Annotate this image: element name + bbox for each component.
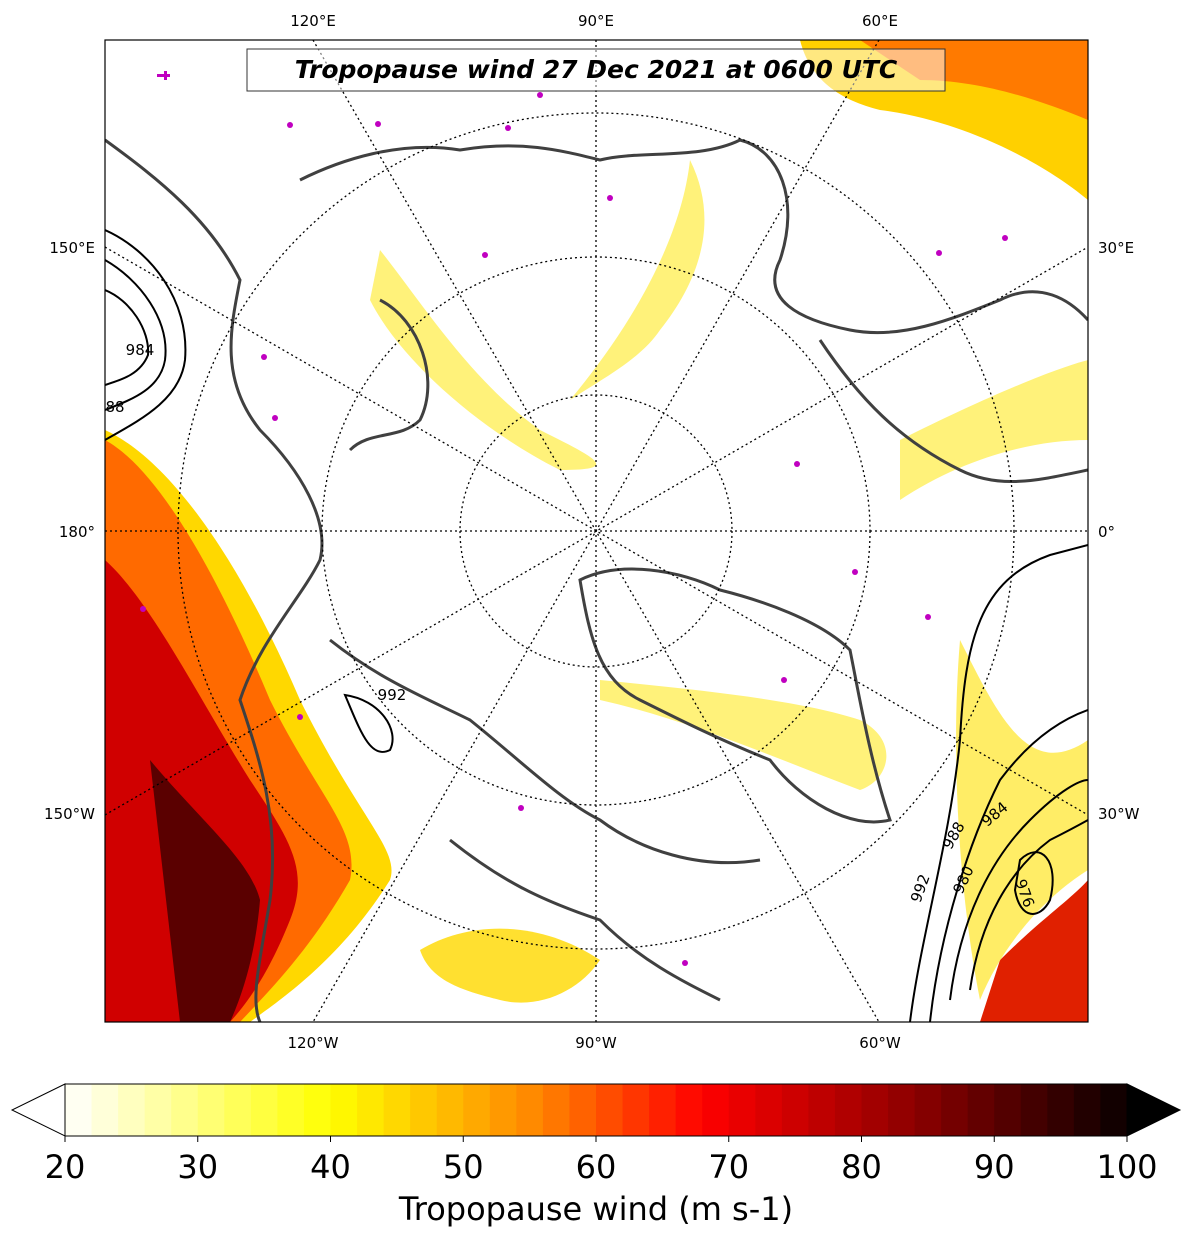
meridian-label: 90°W <box>575 1034 617 1052</box>
colorbar-segment <box>1100 1084 1128 1136</box>
colorbar-extend <box>10 1083 66 1137</box>
colorbar-segment <box>224 1084 252 1136</box>
colorbar-segment <box>675 1084 703 1136</box>
colorbar-segment <box>277 1084 305 1136</box>
meridian-label: 0° <box>1098 523 1115 541</box>
meridian-label: 30°E <box>1098 239 1134 257</box>
colorbar-segment <box>516 1084 544 1136</box>
map-title: Tropopause wind 27 Dec 2021 at 0600 UTC <box>295 55 898 84</box>
wind-shading <box>956 640 1088 1000</box>
meridian-label: 180° <box>59 523 95 541</box>
wind-shading <box>420 928 600 1003</box>
colorbar-segment <box>436 1084 464 1136</box>
colorbar-tick-label: 50 <box>443 1148 484 1186</box>
colorbar-segment <box>914 1084 942 1136</box>
colorbar-segment <box>410 1084 438 1136</box>
colorbar-segment <box>941 1084 969 1136</box>
colorbar-segment <box>250 1084 278 1136</box>
colorbar-segment <box>542 1084 570 1136</box>
meridian-labels: 120°E 90°E 60°E 120°W 90°W 60°W 150°E 180° 150°W… <box>44 12 1140 1052</box>
colorbar-segment <box>144 1084 172 1136</box>
colorbar-segment <box>303 1084 331 1136</box>
colorbar-segment <box>728 1084 756 1136</box>
colorbar-segment <box>994 1084 1022 1136</box>
meridian-label: 60°W <box>859 1034 901 1052</box>
colorbar-segment <box>596 1084 624 1136</box>
contour-label: 984 <box>126 341 155 359</box>
colorbar-segment <box>781 1084 809 1136</box>
colorbar-tick-label: 80 <box>841 1148 882 1186</box>
map-frame <box>104 39 1089 1023</box>
meridian-label: 150°E <box>49 239 95 257</box>
colorbar-segment <box>1047 1084 1075 1136</box>
colorbar-segment <box>357 1084 385 1136</box>
colorbar-segment <box>197 1084 225 1136</box>
colorbar-segment <box>888 1084 916 1136</box>
meridian-label: 90°E <box>578 12 614 30</box>
colorbar-segment <box>808 1084 836 1136</box>
wind-shading <box>600 680 887 790</box>
colorbar-segment <box>91 1084 119 1136</box>
colorbar-label: Tropopause wind (m s-1) <box>398 1190 793 1228</box>
meridian-label: 60°E <box>862 12 898 30</box>
meridian-label: 120°W <box>288 1034 339 1052</box>
colorbar-extend <box>1126 1083 1182 1137</box>
map-area: 984 88 992 992 988 984 980 976 Tropopaus… <box>105 40 1088 1022</box>
wind-shading <box>150 760 260 1022</box>
colorbar-tick-label: 20 <box>45 1148 86 1186</box>
meridian-label: 30°W <box>1098 805 1140 823</box>
colorbar-tick-label: 70 <box>708 1148 749 1186</box>
colorbar-segment <box>702 1084 730 1136</box>
colorbar-segment <box>65 1084 93 1136</box>
colorbar-segment <box>118 1084 146 1136</box>
contour-label: 88 <box>105 398 124 416</box>
colorbar-segment <box>967 1084 995 1136</box>
colorbar-segment <box>1020 1084 1048 1136</box>
colorbar-segment <box>330 1084 358 1136</box>
graticule <box>105 40 1088 1022</box>
colorbar-tick-label: 60 <box>576 1148 617 1186</box>
colorbar-segment <box>649 1084 677 1136</box>
wind-shading <box>570 160 705 400</box>
colorbar-tick-label: 90 <box>974 1148 1015 1186</box>
colorbar-segment <box>569 1084 597 1136</box>
colorbar-tick-label: 100 <box>1096 1148 1157 1186</box>
station-markers <box>140 71 1008 966</box>
pressure-contours <box>105 229 1088 1022</box>
colorbar: 20 30 40 50 60 70 80 90 100 <box>10 1083 1182 1186</box>
colorbar-segment <box>171 1084 199 1136</box>
colorbar-segment <box>463 1084 491 1136</box>
title-box <box>246 48 946 92</box>
colorbar-segment <box>383 1084 411 1136</box>
colorbar-tick-label: 30 <box>177 1148 218 1186</box>
meridian-label: 120°E <box>290 12 336 30</box>
wind-shading <box>980 880 1088 1022</box>
wind-shading <box>900 360 1088 500</box>
colorbar-segment <box>1073 1084 1101 1136</box>
colorbar-segment <box>489 1084 517 1136</box>
contour-label: 992 <box>378 686 407 704</box>
coastlines <box>105 138 1088 1022</box>
colorbar-segment <box>861 1084 889 1136</box>
colorbar-segment <box>622 1084 650 1136</box>
colorbar-segment <box>834 1084 862 1136</box>
colorbar-segment <box>755 1084 783 1136</box>
wind-shading <box>370 250 597 470</box>
meridian-label: 150°W <box>44 805 95 823</box>
colorbar-tick-label: 40 <box>310 1148 351 1186</box>
